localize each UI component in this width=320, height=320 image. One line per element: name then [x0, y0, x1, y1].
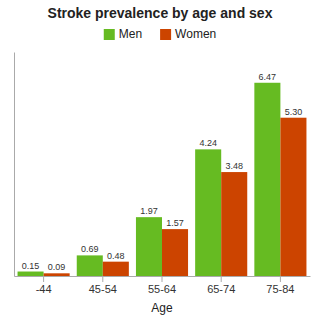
y-axis-line	[14, 53, 15, 277]
legend-item: Men	[104, 27, 142, 41]
x-tick-label: -44	[36, 283, 52, 295]
chart: Stroke prevalence by age and sex 0.15 0.69…	[0, 0, 320, 320]
plot: 0.15 0.69 1.97 4.24 6.47 0.09 0.48 1.57 3.48 5.30…	[15, 53, 311, 295]
data-label: 4.24	[199, 138, 217, 148]
bar	[18, 272, 44, 276]
x-tick-mark	[162, 276, 163, 282]
bar	[195, 149, 221, 276]
bar	[44, 273, 70, 276]
legend-label: Men	[119, 27, 142, 41]
y-axis	[14, 53, 15, 277]
x-tick-mark	[43, 276, 44, 282]
x-tick-label: 75-84	[266, 283, 294, 295]
data-labels: 0.15 0.69 1.97 4.24 6.47 0.09 0.48 1.57 3.48 5.30	[22, 72, 302, 273]
data-label: 0.48	[107, 251, 125, 261]
data-label: 5.30	[285, 107, 303, 117]
data-label: 0.09	[48, 262, 66, 272]
x-axis-title: Age	[151, 301, 173, 315]
legend-swatch	[160, 29, 171, 40]
data-label: 1.97	[140, 206, 158, 216]
x-tick-label: 45-54	[89, 283, 117, 295]
data-label: 6.47	[259, 72, 277, 82]
data-label: 0.69	[81, 244, 99, 254]
x-tick-mark	[280, 276, 281, 282]
title: Stroke prevalence by age and sex	[48, 5, 273, 21]
x-tick-mark	[221, 276, 222, 282]
bar	[136, 217, 162, 276]
x-tick: 55-64	[148, 276, 176, 295]
data-label: 1.57	[166, 218, 184, 228]
bar	[254, 83, 280, 276]
legend: Men Women	[104, 27, 216, 41]
bar	[162, 229, 188, 276]
x-tick-label: 55-64	[148, 283, 176, 295]
data-label: 0.15	[22, 261, 40, 271]
legend-swatch	[104, 29, 115, 40]
bar	[221, 172, 247, 276]
x-axis: -44 45-54 55-64 65-74 75-84	[15, 276, 311, 295]
bars	[18, 83, 307, 276]
legend-label: Women	[175, 27, 216, 41]
x-tick-label: 65-74	[207, 283, 235, 295]
bar	[77, 255, 103, 276]
x-tick: -44	[36, 276, 52, 295]
x-tick: 75-84	[266, 276, 294, 295]
data-label: 3.48	[225, 161, 243, 171]
bar	[280, 118, 306, 276]
x-tick-mark	[102, 276, 103, 282]
bar	[103, 262, 129, 276]
legend-item: Women	[160, 27, 216, 41]
x-tick: 65-74	[207, 276, 235, 295]
x-tick: 45-54	[89, 276, 117, 295]
